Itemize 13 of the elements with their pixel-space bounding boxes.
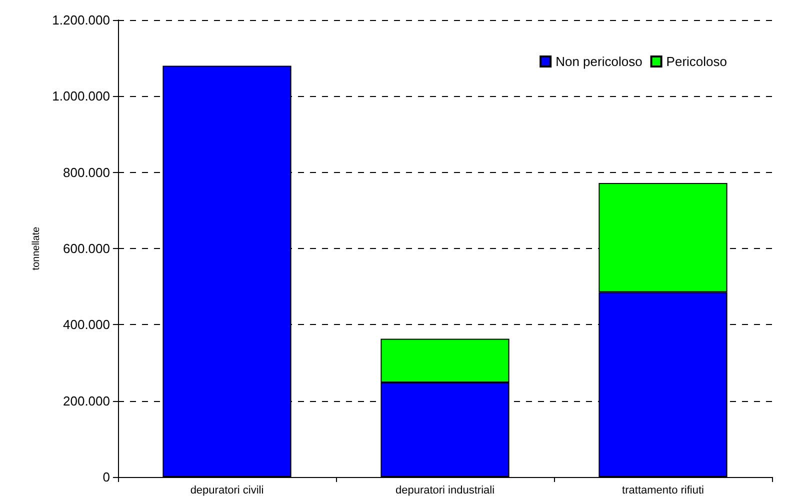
y-tick-label: 200.000	[63, 393, 110, 408]
legend-label: Pericoloso	[666, 54, 728, 69]
x-tick-label: trattamento rifiuti	[622, 484, 704, 496]
x-tick-label: depuratori industriali	[395, 484, 495, 496]
x-tick-label: depuratori civili	[190, 484, 264, 496]
y-tick-label: 400.000	[63, 317, 110, 332]
y-tick-label: 0	[102, 470, 110, 484]
y-tick-label: 1.200.000	[52, 12, 110, 28]
y-tick-label: 600.000	[63, 241, 110, 256]
y-tick-label: 1.000.000	[52, 88, 110, 104]
y-tick-label: 800.000	[63, 164, 110, 180]
legend-label: Non pericoloso	[556, 54, 642, 69]
y-axis-title: tonnellate	[30, 226, 42, 270]
